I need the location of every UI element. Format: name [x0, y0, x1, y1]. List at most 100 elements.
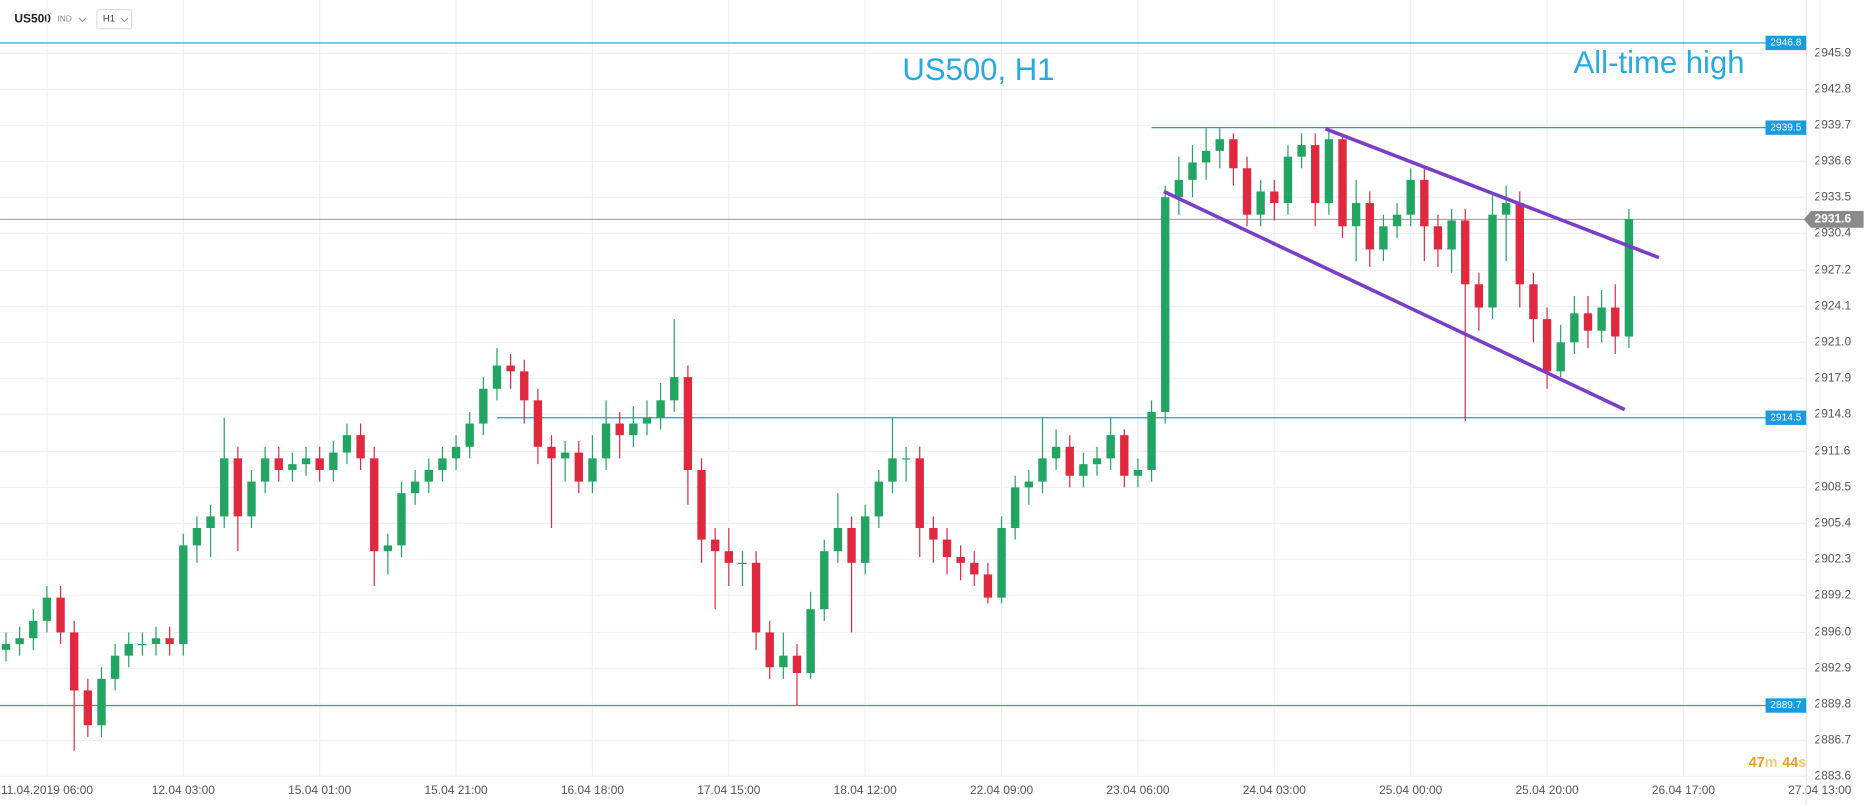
candle-body [1, 644, 11, 650]
candle-body [929, 527, 938, 540]
candle-body [179, 545, 188, 645]
candle-body [1556, 342, 1565, 372]
chart-title: US500, H1 [902, 52, 1054, 87]
candle-body [1570, 313, 1579, 343]
candle-body [1051, 446, 1061, 459]
level-label: 2889.7 [1770, 700, 1801, 711]
candle-body [833, 527, 843, 552]
symbol[interactable]: US500 [14, 11, 51, 25]
candle-body [629, 423, 638, 436]
price-tag [1803, 210, 1864, 228]
candle-body [506, 365, 515, 372]
y-tick-label: 2933.5 [1815, 189, 1852, 203]
candle-body [1501, 203, 1511, 215]
candle-body [915, 458, 924, 528]
timer: 47m 44s [1749, 755, 1806, 771]
candle-body [697, 469, 706, 540]
candle-body [42, 597, 52, 621]
x-tick-label: 23.04 06:00 [1106, 783, 1169, 797]
x-tick-label: 17.04 15:00 [697, 783, 760, 797]
candle-body [192, 527, 202, 546]
candle-body [547, 446, 556, 459]
candle-body [642, 417, 652, 424]
candle-body [1174, 179, 1184, 198]
candle-body [533, 400, 543, 447]
y-tick-label: 2939.7 [1815, 117, 1852, 131]
candle-body [70, 632, 79, 691]
y-tick-label: 2896.0 [1815, 625, 1852, 639]
candle-body [751, 562, 761, 633]
candle-body [97, 678, 106, 726]
timeframe-box[interactable] [96, 8, 133, 30]
candle-body [888, 458, 897, 482]
candle-body [233, 458, 243, 517]
candle-body [738, 562, 747, 565]
level-tag [1765, 410, 1807, 425]
candle-body [520, 371, 529, 401]
candle-body [1283, 156, 1293, 204]
timeframe[interactable]: H1 [103, 14, 115, 25]
candle-body [1133, 469, 1143, 476]
level-label: 2946.8 [1770, 38, 1801, 49]
candle-body [451, 446, 461, 459]
y-tick-label: 2902.3 [1815, 551, 1852, 565]
candle-body [1611, 307, 1620, 337]
x-tick-label: 15.04 01:00 [288, 783, 351, 797]
candle-body [1297, 145, 1306, 157]
candle-body [383, 545, 393, 552]
y-tick-label: 2914.8 [1815, 406, 1852, 420]
candle-body [342, 435, 352, 453]
candle-body [1447, 220, 1456, 250]
candle-body [683, 377, 693, 470]
candle-body [1351, 203, 1361, 227]
candle-body [56, 597, 65, 633]
x-tick-label: 25.04 00:00 [1379, 783, 1442, 797]
candle-body [806, 609, 815, 674]
dropdown-arrow[interactable] [120, 17, 129, 23]
x-tick-label: 16.04 18:00 [561, 783, 624, 797]
candle-body [1092, 458, 1102, 465]
y-tick-label: 2886.7 [1815, 733, 1852, 747]
x-tick-label: 12.04 03:00 [152, 783, 215, 797]
candle-body [1024, 481, 1034, 488]
x-tick-label: 25.04 20:00 [1515, 783, 1578, 797]
candle-body [138, 644, 147, 646]
candle-body [397, 493, 406, 546]
candle-body [29, 620, 38, 639]
candle-body [710, 539, 720, 552]
candle-body [315, 458, 324, 470]
candle-body [1229, 139, 1238, 169]
candle-body [1406, 179, 1415, 215]
candle-body [1065, 446, 1074, 476]
y-tick-label: 2936.6 [1815, 153, 1852, 167]
y-tick-label: 2911.6 [1815, 444, 1851, 458]
candle-body [1474, 284, 1484, 308]
y-tick-label: 2942.8 [1815, 82, 1852, 96]
toolbar: US500 IND H1 [14, 8, 133, 30]
y-tick-label: 2945.9 [1815, 46, 1852, 60]
level-tag [1765, 698, 1807, 713]
candle-body [1161, 197, 1170, 412]
candle-body [1106, 435, 1115, 459]
candle-body [574, 452, 583, 482]
candle-body [1201, 150, 1211, 163]
candle-body [997, 527, 1006, 598]
level-label: 2914.5 [1770, 412, 1801, 423]
candle-body [1597, 307, 1606, 331]
candle-body [356, 435, 365, 459]
dropdown-arrow[interactable] [78, 17, 87, 23]
candle-body [1583, 313, 1593, 331]
candle-body [779, 655, 788, 668]
annotation: All-time high [1574, 45, 1745, 80]
candle-body [492, 365, 502, 389]
candle-body [1433, 226, 1443, 250]
y-tick-label: 2930.4 [1815, 225, 1852, 239]
candle-body [301, 458, 311, 465]
candle-body [847, 527, 856, 563]
candle-body [901, 458, 911, 460]
candle-body [465, 423, 474, 447]
candle-body [1079, 464, 1088, 476]
x-tick-label: 11.04.2019 06:00 [1, 783, 94, 797]
